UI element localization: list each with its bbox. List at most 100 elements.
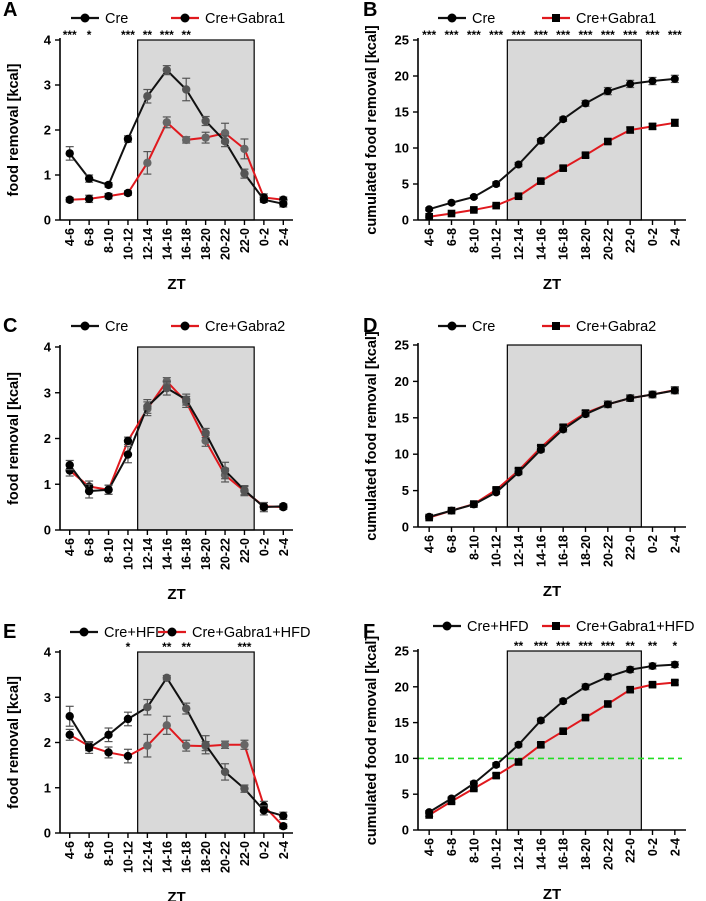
x-tick-label: 2-4 — [668, 838, 682, 856]
y-tick-label: 15 — [395, 715, 409, 730]
data-point — [514, 160, 523, 169]
series-black — [65, 380, 288, 513]
data-point — [603, 672, 612, 681]
x-tick-label: 12-14 — [512, 535, 526, 567]
data-point — [123, 134, 133, 144]
data-point — [559, 697, 568, 706]
panel-D: 0 5 10 15 20 25 4-6 6-8 8-10 10-12 12-14 14-16 16-18… — [363, 315, 686, 600]
data-point — [425, 205, 434, 214]
significance-mark: *** — [601, 639, 615, 653]
x-axis-title: ZT — [167, 586, 185, 603]
data-point — [104, 180, 113, 190]
y-axis-title: cumulated food removal [kcal] — [364, 331, 380, 541]
data-point — [65, 460, 74, 470]
x-tick-label: 16-18 — [180, 228, 194, 260]
legend-label: Cre+Gabra2 — [205, 319, 285, 335]
x-tick-label: 18-20 — [199, 538, 213, 570]
significance-mark: *** — [511, 28, 525, 42]
x-tick-label: 6-8 — [83, 841, 97, 859]
y-axis-title: food removal [kcal] — [6, 372, 22, 505]
data-point — [581, 151, 590, 159]
data-point — [492, 488, 501, 497]
significance-mark: ** — [182, 640, 192, 654]
y-axis-title: food removal [kcal] — [6, 63, 22, 196]
data-point — [604, 700, 612, 708]
data-point — [536, 136, 545, 145]
panel-label: C — [3, 315, 17, 337]
data-point — [259, 195, 269, 204]
x-tick-label: 20-22 — [219, 538, 233, 570]
x-tick-label: 12-14 — [512, 838, 526, 870]
significance-mark: *** — [467, 28, 481, 42]
panel-A: 0 1 2 3 4 4-6 6-8 8-10 10-12 12-14 14-16 16-18 18-20… — [3, 0, 293, 293]
y-tick-label: 15 — [395, 105, 409, 120]
x-tick-label: 4-6 — [423, 838, 437, 856]
x-tick-label: 4-6 — [63, 841, 77, 859]
legend-label: Cre+Gabra1 — [576, 11, 656, 27]
y-tick-label: 5 — [402, 483, 409, 498]
x-tick-label: 18-20 — [199, 841, 213, 873]
data-point — [240, 485, 249, 495]
significance-mark: *** — [578, 639, 592, 653]
legend-marker — [180, 321, 190, 331]
x-tick-label: 12-14 — [141, 841, 155, 873]
x-tick-label: 20-22 — [219, 228, 233, 260]
x-tick-label: 20-22 — [601, 838, 615, 870]
data-point — [671, 678, 679, 687]
data-point — [425, 808, 434, 817]
y-tick-label: 20 — [395, 69, 409, 84]
data-point — [581, 682, 590, 691]
significance-mark: *** — [601, 28, 615, 42]
data-point — [201, 740, 210, 749]
legend-marker — [167, 627, 177, 637]
x-tick-label: 0-2 — [257, 228, 271, 246]
x-tick-label: 18-20 — [579, 838, 593, 870]
data-point — [182, 704, 191, 713]
data-point — [670, 74, 679, 83]
data-point — [447, 506, 456, 515]
data-point — [425, 212, 433, 221]
series-red — [425, 118, 679, 221]
data-point — [537, 177, 545, 185]
data-point — [104, 730, 113, 740]
panel-label: D — [363, 315, 377, 337]
data-point — [670, 386, 679, 395]
data-point — [670, 660, 679, 669]
data-point — [65, 149, 74, 158]
data-point — [162, 673, 171, 682]
data-point — [182, 85, 191, 94]
data-point — [648, 122, 657, 131]
data-point — [626, 126, 634, 134]
night-shading — [506, 344, 642, 528]
x-tick-label: 4-6 — [63, 538, 77, 556]
x-tick-label: 8-10 — [467, 535, 481, 560]
significance-mark: * — [87, 28, 92, 42]
panel-F: 0 5 10 15 20 25 4-6 6-8 8-10 10-12 12-14 14-16 16-18… — [363, 619, 694, 901]
data-point — [182, 741, 191, 750]
data-point — [626, 665, 635, 674]
data-point — [220, 767, 230, 777]
data-point — [626, 79, 635, 88]
x-tick-label: 16-18 — [557, 228, 571, 260]
data-point — [143, 158, 152, 168]
y-tick-label: 0 — [402, 213, 409, 228]
data-point — [559, 164, 567, 172]
x-tick-label: 16-18 — [557, 838, 571, 870]
x-tick-label: 8-10 — [102, 841, 116, 866]
data-point — [162, 383, 171, 393]
data-point — [123, 436, 133, 445]
y-tick-label: 2 — [44, 735, 51, 750]
data-point — [220, 466, 230, 475]
significance-mark: ** — [648, 639, 658, 653]
x-tick-label: 14-16 — [160, 841, 174, 873]
data-point — [259, 806, 269, 815]
x-tick-label: 8-10 — [102, 228, 116, 253]
data-point — [648, 390, 657, 399]
y-tick-label: 3 — [44, 690, 51, 705]
legend-label: Cre+Gabra1+HFD — [576, 619, 694, 635]
data-point — [240, 169, 249, 178]
data-point — [65, 195, 74, 204]
x-tick-label: 4-6 — [423, 535, 437, 553]
data-point — [162, 65, 171, 75]
legend-label: Cre — [472, 319, 495, 335]
